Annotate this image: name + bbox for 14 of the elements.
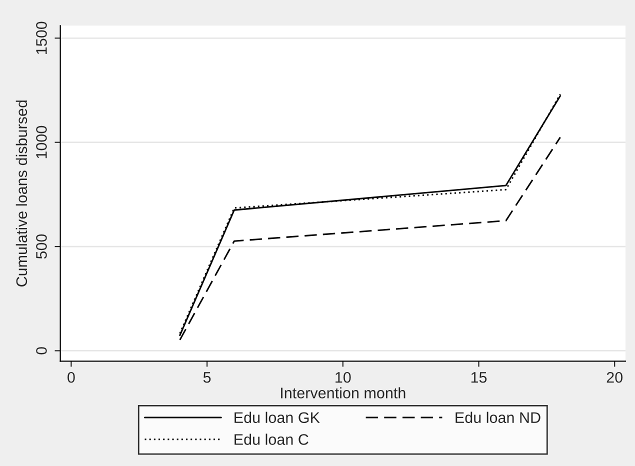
y-axis-title: Cumulative loans disbursed xyxy=(16,100,28,286)
y-tick-label: 0 xyxy=(36,347,47,354)
x-tick-label: 10 xyxy=(336,372,351,383)
legend-label: Edu loan GK xyxy=(234,412,320,424)
x-tick-label: 15 xyxy=(471,372,487,383)
x-tick-label: 20 xyxy=(606,372,623,383)
legend-label: Edu loan ND xyxy=(456,412,540,424)
x-tick-label: 0 xyxy=(68,372,75,383)
legend-label: Edu loan C xyxy=(234,434,308,445)
y-tick-label: 1000 xyxy=(36,126,47,158)
y-tick-label: 500 xyxy=(36,234,47,259)
y-tick-label: 1500 xyxy=(36,22,47,54)
x-tick-label: 5 xyxy=(203,372,211,383)
x-axis-title: Intervention month xyxy=(281,387,406,398)
